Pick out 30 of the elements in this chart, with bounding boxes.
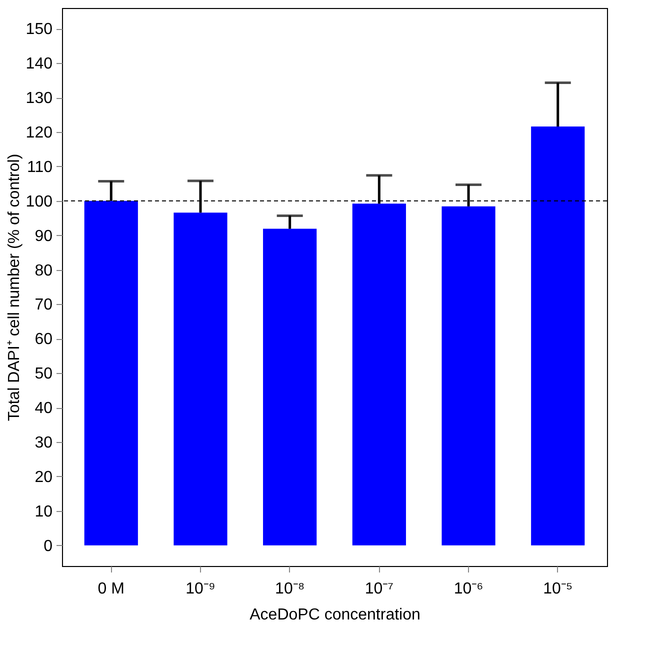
bar [263,228,317,546]
y-tick-label: 150 [26,21,53,38]
bar [531,126,585,546]
bar [84,200,138,546]
y-tick-label: 20 [34,468,53,486]
y-tick-label: 130 [26,90,53,108]
y-axis-title: Total DAPI⁺ cell number (% of control) [6,154,23,422]
x-tick-label: 10⁻⁸ [275,580,305,598]
x-tick-label: 10⁻⁹ [186,580,216,598]
y-tick-label: 60 [34,331,53,348]
bar [174,212,228,546]
y-tick-label: 100 [26,193,53,210]
x-tick-label: 10⁻⁵ [543,580,573,598]
x-axis-title: AceDoPC concentration [250,606,420,624]
x-tick-label: 0 M [98,580,124,598]
y-tick-label: 10 [34,503,53,520]
y-tick-label: 120 [26,124,53,142]
y-tick-label: 70 [34,296,53,314]
y-tick-label: 0 [44,538,53,555]
y-tick-label: 40 [34,400,53,418]
y-tick-label: 90 [34,228,53,245]
x-tick-label: 10⁻⁷ [364,580,394,598]
y-tick-label: 140 [26,56,53,73]
x-tick-label: 10⁻⁶ [454,580,484,598]
bar [352,204,406,546]
y-tick-label: 80 [34,262,53,280]
y-tick-label: 50 [34,366,53,383]
y-tick-label: 110 [26,158,53,176]
bar [442,206,496,546]
y-tick-label: 30 [34,434,53,452]
